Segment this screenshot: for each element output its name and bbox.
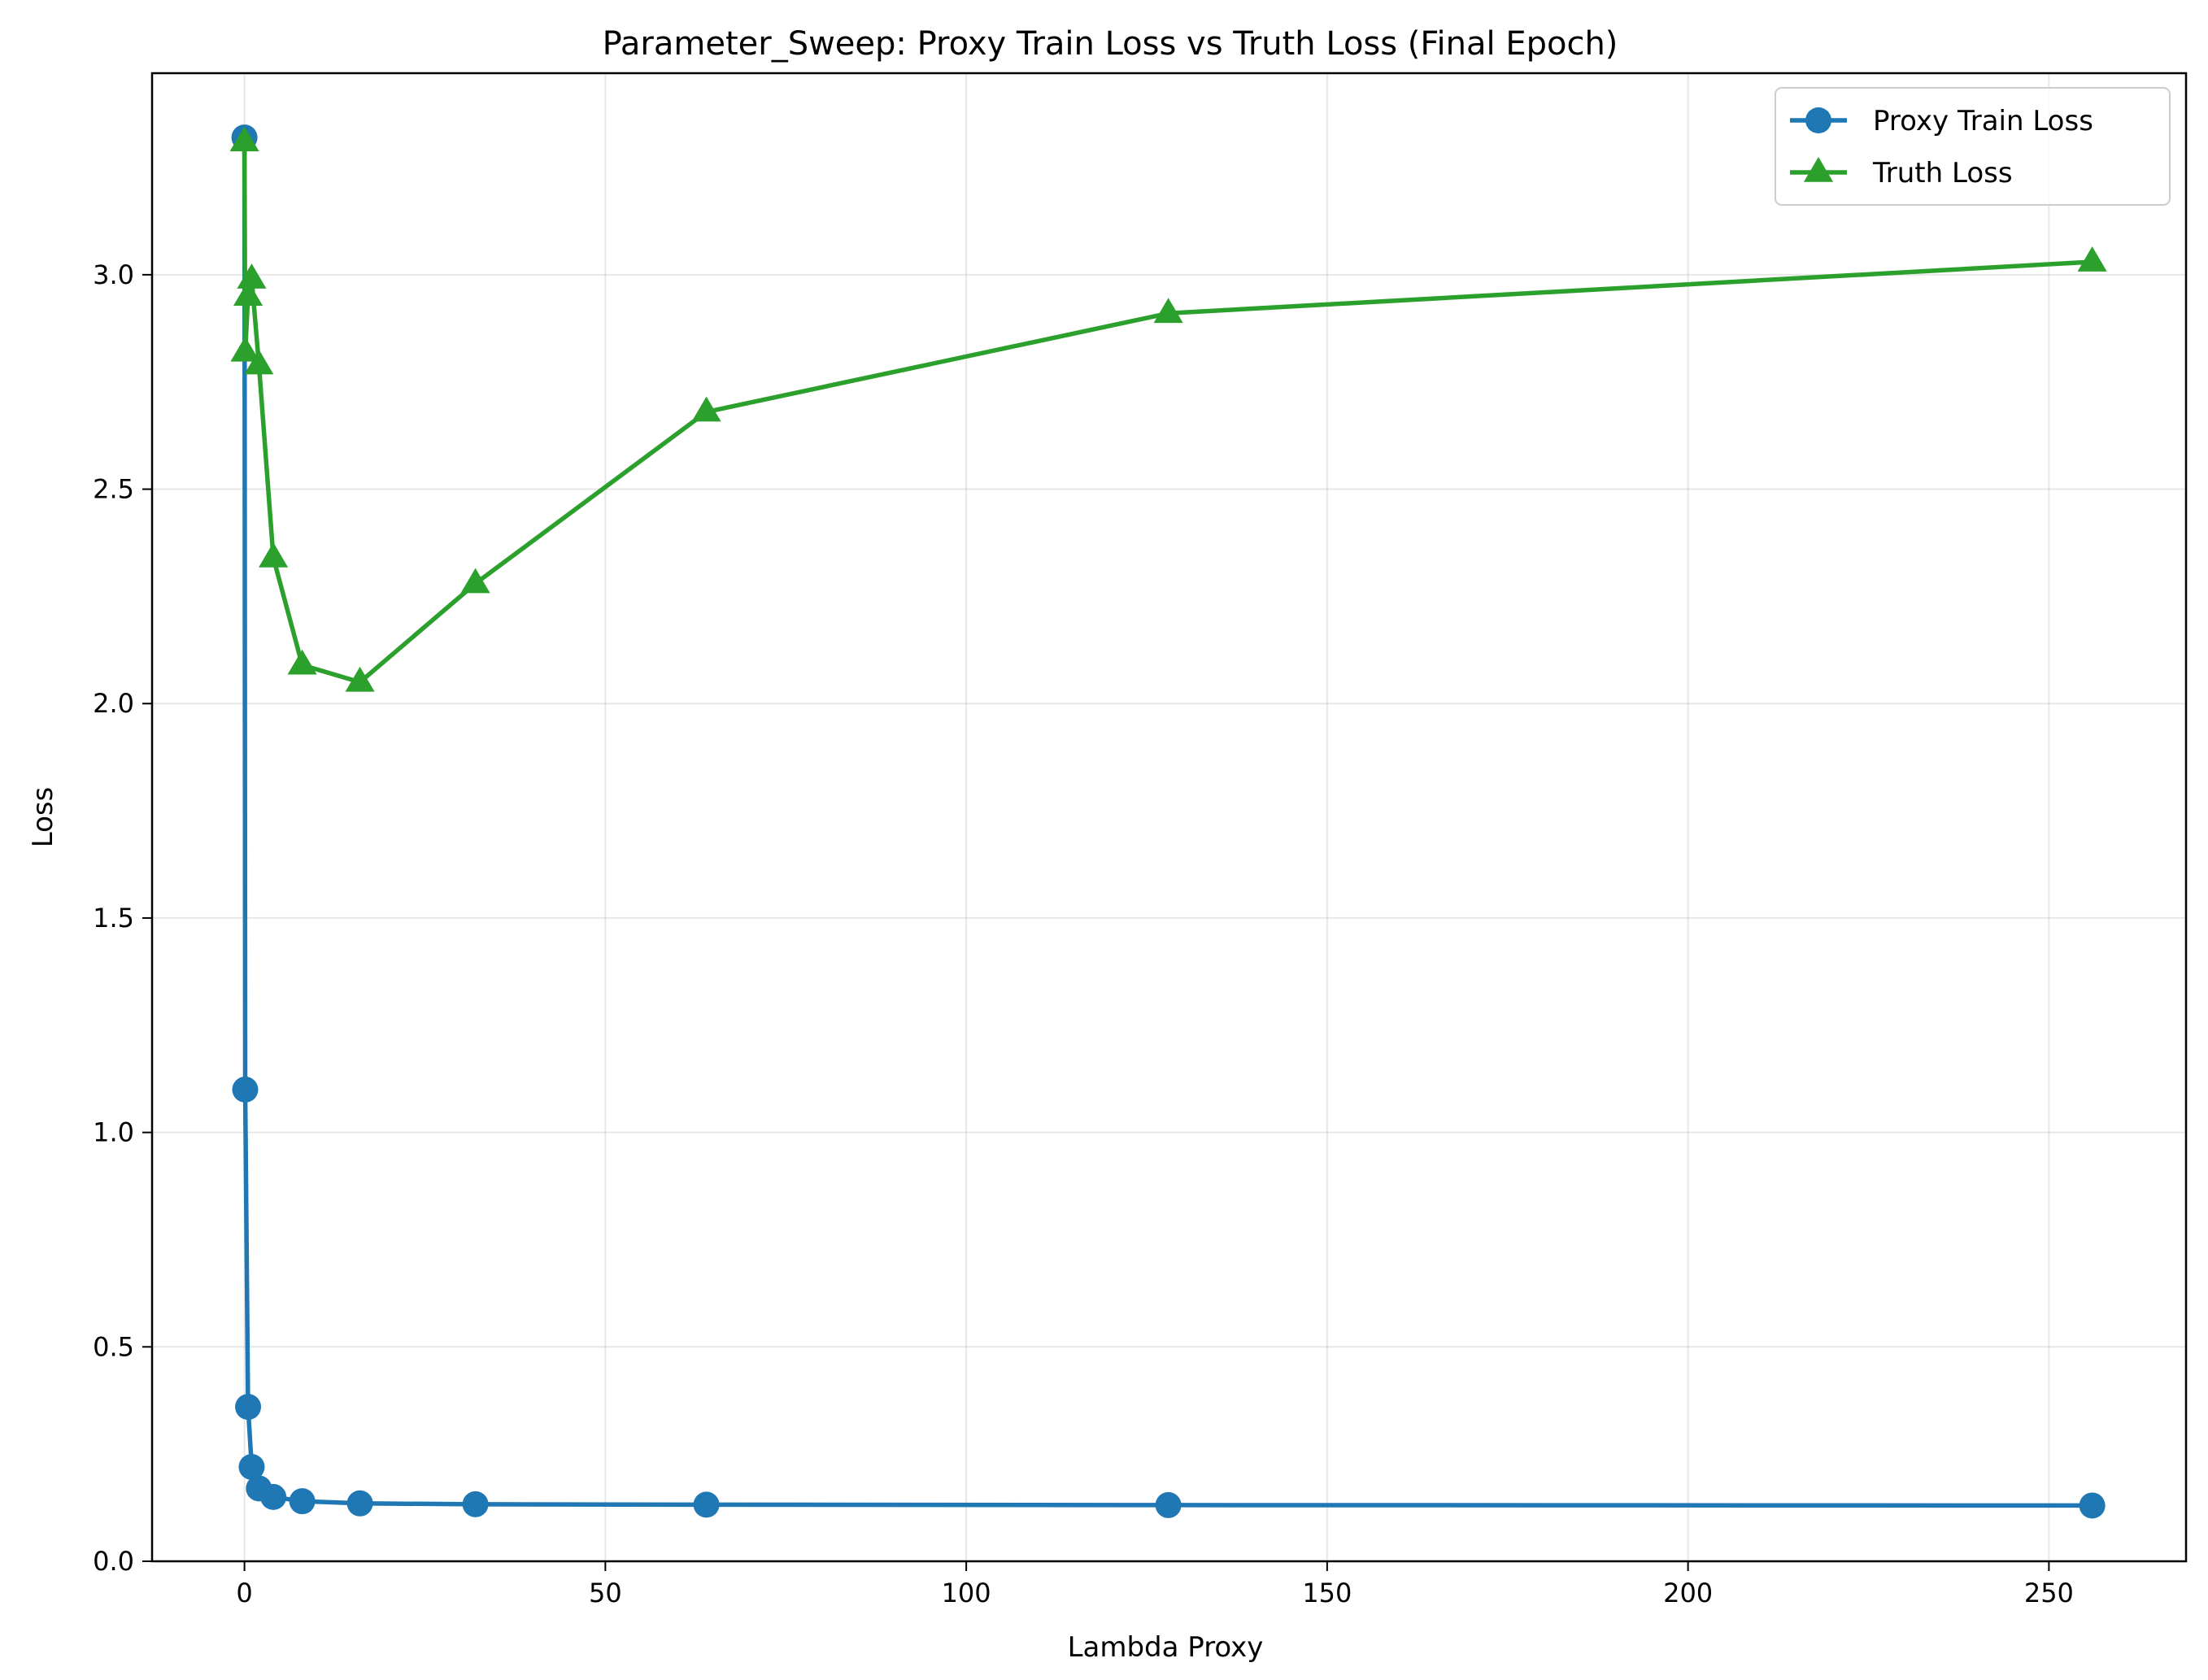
- truth-loss-line: [242, 141, 2093, 685]
- proxy-train-loss-point: [260, 1483, 287, 1510]
- proxy-train-loss-line: [242, 137, 2093, 1508]
- proxy-train-loss-point: [2079, 1492, 2106, 1519]
- truth-loss-point: [287, 649, 317, 675]
- plot-area-frame: [150, 72, 2188, 1563]
- legend-label: Truth Loss: [1872, 157, 2013, 189]
- legend: Proxy Train Loss Truth Loss: [1775, 87, 2171, 206]
- truth-loss-point: [229, 126, 259, 152]
- x-tick-label: 200: [1663, 1578, 1713, 1608]
- truth-loss-point: [2077, 246, 2107, 272]
- truth-loss-point: [230, 336, 260, 362]
- y-tick-label: 0.0: [93, 1546, 134, 1577]
- y-tick-label: 2.0: [93, 688, 134, 719]
- y-tick-label: 0.5: [93, 1331, 134, 1362]
- proxy-train-loss-point: [235, 1394, 262, 1421]
- truth-loss-series: [229, 126, 2107, 692]
- truth-loss-point: [1153, 298, 1183, 324]
- proxy-train-loss-point: [238, 1453, 265, 1480]
- truth-loss-point: [259, 542, 289, 568]
- legend-marker: [1805, 107, 1831, 133]
- y-tick-label: 1.5: [93, 903, 134, 934]
- truth-loss-point: [244, 349, 274, 375]
- legend-marker: [1803, 157, 1834, 182]
- proxy-train-loss-point: [232, 1076, 259, 1103]
- legend-label: Proxy Train Loss: [1873, 105, 2093, 137]
- proxy-train-loss-point: [289, 1488, 316, 1515]
- proxy-train-loss-point: [1155, 1491, 1182, 1518]
- x-axis-label: Lambda Proxy: [1068, 1631, 1264, 1664]
- truth-loss-point: [691, 396, 721, 422]
- truth-loss-point: [233, 281, 263, 307]
- proxy-train-loss-point: [346, 1490, 373, 1517]
- x-tick-label: 0: [236, 1578, 252, 1608]
- x-tick-label: 150: [1302, 1578, 1352, 1608]
- x-tick-label: 100: [942, 1578, 991, 1608]
- legend-item-truth-loss: Truth Loss: [1790, 157, 2013, 189]
- chart-title: Parameter_Sweep: Proxy Train Loss vs Tru…: [603, 25, 1618, 63]
- series-layer: [229, 124, 2107, 1519]
- proxy-train-loss-point: [462, 1491, 489, 1517]
- proxy-train-loss-series: [231, 124, 2106, 1519]
- legend-item-proxy-train-loss: Proxy Train Loss: [1790, 105, 2093, 137]
- truth-loss-point: [345, 666, 375, 692]
- y-tick-label: 2.5: [93, 474, 134, 505]
- truth-loss-point: [460, 568, 490, 594]
- x-tick-label: 250: [2024, 1578, 2074, 1608]
- y-tick-label: 1.0: [93, 1117, 134, 1148]
- grid: [152, 73, 2186, 1562]
- truth-loss-point: [237, 263, 267, 289]
- y-tick-label: 3.0: [93, 259, 134, 290]
- y-axis-label: Loss: [27, 787, 59, 848]
- legend-frame: [1775, 87, 2171, 206]
- proxy-train-loss-point: [693, 1491, 720, 1518]
- axis-ticks: 0 50 100 150 200 250 0.0 0.5 1.0 1.5 2.0 2.5 3.0: [93, 259, 2074, 1608]
- x-tick-label: 50: [589, 1578, 622, 1608]
